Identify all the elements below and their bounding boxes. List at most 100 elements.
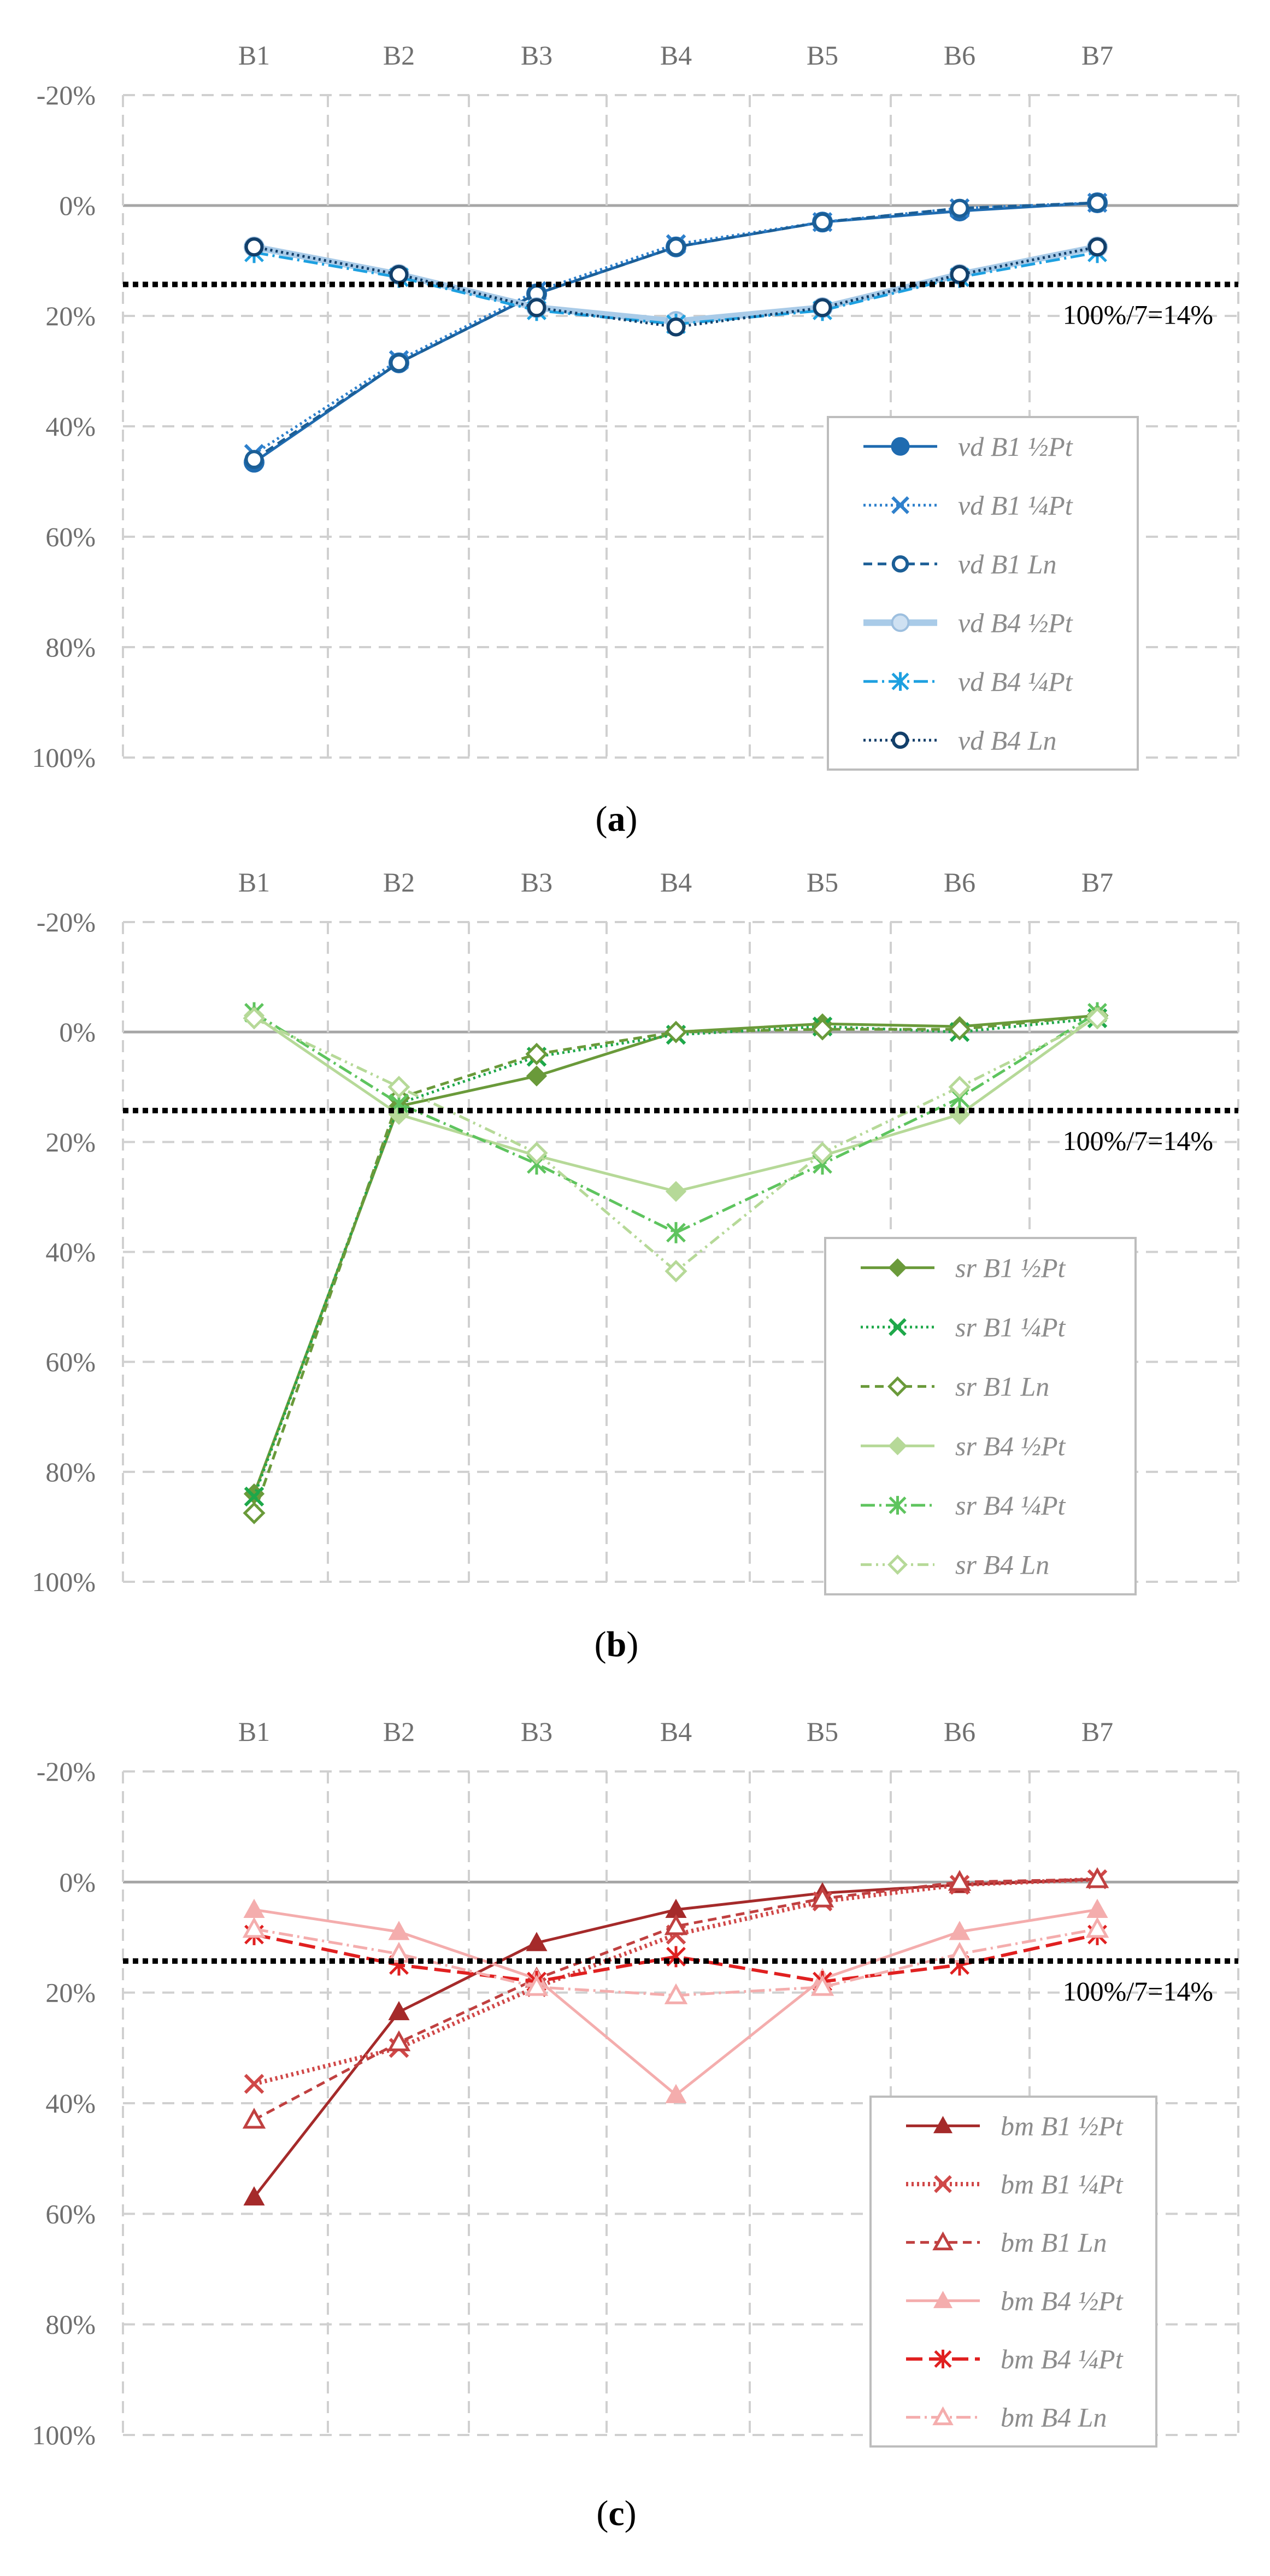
legend-label-name: sr B4 — [955, 1490, 1020, 1521]
data-point — [1085, 1867, 1109, 1888]
legend-box — [824, 1237, 1137, 1595]
legend-label-suffix: Pt — [1040, 1430, 1066, 1461]
legend-label-name: bm B1 — [1001, 2110, 1078, 2141]
data-point — [243, 1898, 265, 1918]
y-tick-label: -20% — [37, 1756, 96, 1787]
data-point — [388, 2000, 410, 2021]
legend-item: vd B4 Ln — [863, 725, 1057, 755]
data-point — [243, 2186, 265, 2206]
data-point — [242, 1917, 266, 1938]
data-point — [813, 298, 832, 318]
legend-label-fraction: ½ — [1078, 2285, 1099, 2316]
data-point — [1087, 237, 1107, 257]
legend-label-suffix: Ln — [1027, 549, 1057, 579]
legend-label-suffix: Pt — [1048, 431, 1073, 462]
data-point — [244, 237, 264, 257]
legend-label-name: vd B1 — [958, 549, 1028, 579]
legend-label-name: vd B1 — [958, 431, 1028, 462]
y-tick-label: 100% — [32, 1566, 96, 1597]
legend-label: sr B1 Ln — [955, 1371, 1049, 1402]
reference-line-label: 100%/7=14% — [1063, 299, 1213, 330]
data-point — [948, 1870, 972, 1891]
legend-label: sr B1 ¼Pt — [955, 1312, 1066, 1342]
legend-label-fraction: ½ — [1078, 2110, 1099, 2141]
data-point — [389, 265, 409, 284]
series-6 — [242, 1917, 1109, 2004]
legend-label: bm B4 ½Pt — [1001, 2285, 1124, 2316]
data-point — [1087, 193, 1107, 213]
legend-label: sr B4 ½Pt — [955, 1430, 1066, 1461]
x-tick-label: B5 — [807, 40, 838, 71]
legend-label: vd B1 Ln — [958, 549, 1057, 579]
y-tick-label: 100% — [32, 742, 96, 773]
legend-label-suffix: Pt — [1098, 2285, 1124, 2316]
legend-label: vd B4 Ln — [958, 725, 1057, 755]
x-tick-label: B6 — [944, 40, 975, 71]
y-tick-label: 0% — [59, 190, 96, 221]
legend-label-name: sr B4 — [955, 1430, 1020, 1461]
legend-label: sr B1 ½Pt — [955, 1252, 1066, 1283]
data-point — [813, 212, 832, 232]
y-tick-label: 60% — [45, 521, 96, 552]
legend-label-suffix: Pt — [1098, 2169, 1124, 2199]
data-point — [388, 1921, 410, 1940]
x-tick-label: B5 — [807, 867, 838, 897]
legend-label-suffix: Pt — [1098, 2344, 1124, 2374]
y-tick-label: 20% — [45, 1126, 96, 1157]
panel-caption: (b) — [595, 1624, 639, 1664]
legend-label-name: vd B4 — [958, 666, 1028, 697]
x-tick-label: B5 — [807, 1716, 838, 1747]
data-point — [811, 1141, 834, 1164]
data-point — [387, 1076, 410, 1099]
x-tick-label: B2 — [383, 1716, 415, 1747]
x-tick-label: B2 — [383, 40, 415, 71]
legend-label-name: sr B1 — [955, 1252, 1020, 1283]
legend-label-fraction: ¼ — [1020, 1490, 1041, 1521]
x-tick-label: B1 — [238, 867, 270, 897]
panel-caption: (a) — [596, 799, 638, 839]
legend-label-name: bm B4 — [1001, 2344, 1078, 2374]
data-point — [244, 1486, 264, 1507]
y-tick-label: -20% — [37, 907, 96, 937]
chart-panel-a: -20% 0% 20% 40% 60% 80% 100% B1 B2 B3 B4 B5 B6 B7 100%… — [32, 40, 1239, 839]
legend-label: bm B1 ½Pt — [1001, 2110, 1124, 2141]
data-point — [948, 1018, 971, 1041]
data-point — [244, 450, 264, 470]
x-tick-label: B3 — [521, 1716, 552, 1747]
data-point — [243, 1501, 266, 1524]
data-point — [666, 1222, 686, 1243]
data-point — [811, 1018, 834, 1041]
legend-label: vd B1 ¼Pt — [958, 490, 1073, 520]
legend-label-fraction: ¼ — [1028, 666, 1049, 697]
legend-box — [869, 2096, 1157, 2448]
legend-label-name: bm B4 — [1001, 2402, 1078, 2433]
y-tick-label: 40% — [45, 411, 96, 442]
x-tick-label: B3 — [521, 867, 552, 897]
x-tick-label: B1 — [238, 40, 270, 71]
legend-label-suffix: Ln — [1020, 1550, 1049, 1580]
data-point — [525, 1141, 548, 1164]
legend-label-name: vd B1 — [958, 490, 1028, 520]
legend-label-fraction: ¼ — [1020, 1312, 1041, 1342]
series-6 — [243, 1007, 1109, 1283]
data-point — [810, 1975, 834, 1996]
legend-item: sr B1 Ln — [861, 1371, 1049, 1402]
x-tick-label: B7 — [1081, 40, 1113, 71]
legend-label-suffix: Ln — [1020, 1371, 1049, 1402]
legend-item: vd B1 Ln — [863, 549, 1057, 579]
y-tick-label: 80% — [45, 1457, 96, 1487]
legend-label: vd B4 ½Pt — [958, 607, 1073, 638]
legend-label-suffix: Pt — [1040, 1252, 1066, 1283]
data-point — [665, 1181, 687, 1202]
data-point — [666, 317, 686, 337]
series-3 — [244, 193, 1107, 470]
legend-item: bm B4 Ln — [906, 2402, 1107, 2433]
legend-item: sr B1 ½Pt — [861, 1252, 1066, 1283]
legend-label-fraction: ½ — [1028, 607, 1049, 638]
data-point — [1086, 1898, 1108, 1918]
y-tick-label: 100% — [32, 2420, 96, 2450]
data-point — [526, 1932, 548, 1951]
